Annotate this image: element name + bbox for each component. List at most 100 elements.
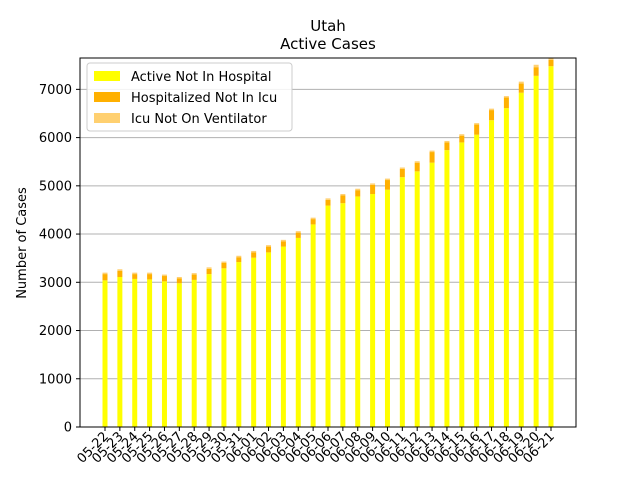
bar-segment	[310, 219, 316, 225]
bar-segment	[355, 196, 361, 427]
bar-segment	[518, 83, 524, 93]
legend-box	[86, 62, 293, 132]
bar-segment	[132, 272, 138, 275]
bar-segment	[489, 110, 495, 121]
bar-segment	[444, 150, 450, 428]
y-axis-ticks: 0 1000 2000 3000 4000 5000 6000 7000	[39, 83, 80, 436]
bar-segment	[414, 162, 420, 172]
y-tick-label: 0	[64, 421, 72, 436]
bar-segment	[474, 134, 480, 427]
bar-segment	[176, 278, 182, 284]
bar-segment	[147, 279, 153, 427]
y-tick-label: 5000	[39, 179, 72, 194]
legend: Active Not In Hospital Hospitalized Not I…	[86, 62, 293, 132]
bar-segment	[355, 188, 361, 191]
bar-segment	[132, 274, 138, 279]
bar-segment	[325, 198, 331, 200]
bar-segment	[370, 194, 376, 427]
bar-segment	[161, 274, 167, 277]
bar-segment	[355, 190, 361, 197]
legend-label: Active Not In Hospital	[131, 70, 272, 85]
bar-segment	[548, 59, 554, 67]
bar-segment	[280, 239, 286, 242]
bar-segment	[310, 217, 316, 220]
bar-segment	[340, 194, 346, 196]
chart-subtitle: Active Cases	[280, 35, 376, 53]
bar-segment	[161, 276, 167, 282]
bar-segment	[370, 184, 376, 195]
bar-segment	[206, 274, 212, 427]
legend-swatch	[94, 71, 120, 81]
chart-title: Utah	[310, 17, 346, 35]
bar-segment	[503, 108, 509, 427]
bar-segment	[489, 108, 495, 111]
bar-segment	[176, 283, 182, 427]
y-tick-label: 6000	[39, 131, 72, 146]
bars	[102, 58, 554, 428]
bar-segment	[444, 142, 450, 151]
bar-segment	[384, 178, 390, 181]
bar-segment	[474, 124, 480, 135]
bar-segment	[518, 81, 524, 84]
bar-segment	[221, 263, 227, 269]
bar-segment	[236, 255, 242, 258]
y-tick-label: 1000	[39, 372, 72, 387]
bar-segment	[340, 203, 346, 427]
bar-segment	[266, 245, 272, 247]
bar-segment	[221, 261, 227, 263]
bar-segment	[548, 58, 554, 60]
bar-segment	[429, 162, 435, 427]
bar-segment	[251, 250, 257, 253]
bar-segment	[236, 262, 242, 427]
bar-segment	[384, 189, 390, 427]
y-tick-label: 7000	[39, 83, 72, 98]
bar-segment	[295, 237, 301, 427]
bar-segment	[236, 257, 242, 263]
bar-segment	[518, 92, 524, 428]
bar-segment	[117, 270, 123, 277]
y-tick-label: 3000	[39, 276, 72, 291]
bar-segment	[459, 142, 465, 428]
legend-label: Hospitalized Not In Icu	[131, 91, 277, 106]
bar-segment	[102, 280, 108, 427]
bar-segment	[191, 274, 197, 280]
y-tick-label: 2000	[39, 324, 72, 339]
legend-swatch	[94, 92, 120, 102]
bar-segment	[429, 152, 435, 163]
bar-segment	[147, 274, 153, 280]
bar-segment	[295, 232, 301, 238]
bar-segment	[489, 120, 495, 428]
bar-segment	[370, 183, 376, 185]
bar-segment	[251, 252, 257, 258]
bar-segment	[459, 134, 465, 136]
bar-segment	[444, 140, 450, 143]
bar-segment	[503, 97, 509, 109]
bar-segment	[414, 171, 420, 427]
bar-segment	[340, 195, 346, 204]
bar-segment	[221, 268, 227, 427]
bar-segment	[295, 231, 301, 233]
bar-segment	[399, 168, 405, 178]
bar-segment	[325, 205, 331, 427]
bar-segment	[147, 272, 153, 275]
bar-segment	[102, 272, 108, 275]
bar-segment	[548, 66, 554, 427]
bar-segment	[132, 278, 138, 427]
bar-segment	[533, 67, 539, 76]
bar-segment	[280, 241, 286, 247]
bar-segment	[117, 276, 123, 427]
bar-segment	[191, 279, 197, 427]
bar-segment	[399, 177, 405, 427]
bar-segment	[206, 267, 212, 269]
y-axis-label: Number of Cases	[15, 187, 30, 299]
bar-segment	[102, 274, 108, 281]
bar-segment	[533, 64, 539, 68]
y-tick-label: 4000	[39, 228, 72, 243]
legend-swatch	[94, 113, 120, 123]
bar-segment	[474, 123, 480, 125]
bar-segment	[533, 75, 539, 428]
bar-segment	[176, 276, 182, 279]
bar-segment	[384, 180, 390, 190]
bar-segment	[503, 96, 509, 98]
